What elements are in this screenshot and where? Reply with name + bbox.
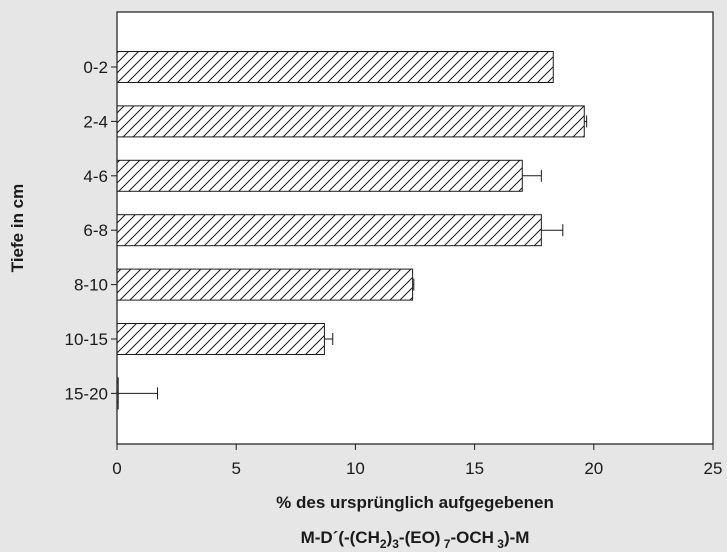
x-tick-label: 5 [231,459,240,478]
bar-0-2 [116,51,554,83]
y-axis-title: Tiefe in cm [8,184,27,273]
y-tick-label-15-20: 15-20 [65,384,108,403]
y-tick-label-4-6: 4-6 [83,167,108,186]
x-tick-label: 25 [704,459,723,478]
x-axis-title-line1: % des ursprünglich aufgegebenen [276,493,554,512]
ticks-layer: 0 5 10 15 20 25 0-2 2-4 4-6 6-8 8-10 10-15 15-20 [65,58,723,478]
bar-15-20 [116,377,119,410]
x-tick-label: 15 [465,459,484,478]
x-axis-title-line2: M-D´(-(CH2)3-(EO) 7-OCH 3)-M [301,528,530,551]
y-tick-label-0-2: 0-2 [83,58,108,77]
bar-10-15 [116,323,325,355]
x-tick-label: 0 [112,459,121,478]
y-tick-label-2-4: 2-4 [83,112,108,131]
bar-6-8 [116,214,542,247]
bar-8-10 [116,268,414,301]
x-tick-label: 10 [346,459,365,478]
y-tick-label-10-15: 10-15 [65,330,108,349]
bar-2-4 [116,105,585,138]
y-tick-label-8-10: 8-10 [74,276,108,295]
y-tick-label-6-8: 6-8 [83,221,108,240]
bar-4-6 [116,159,523,192]
bars-layer [116,51,588,410]
x-tick-label: 20 [584,459,603,478]
